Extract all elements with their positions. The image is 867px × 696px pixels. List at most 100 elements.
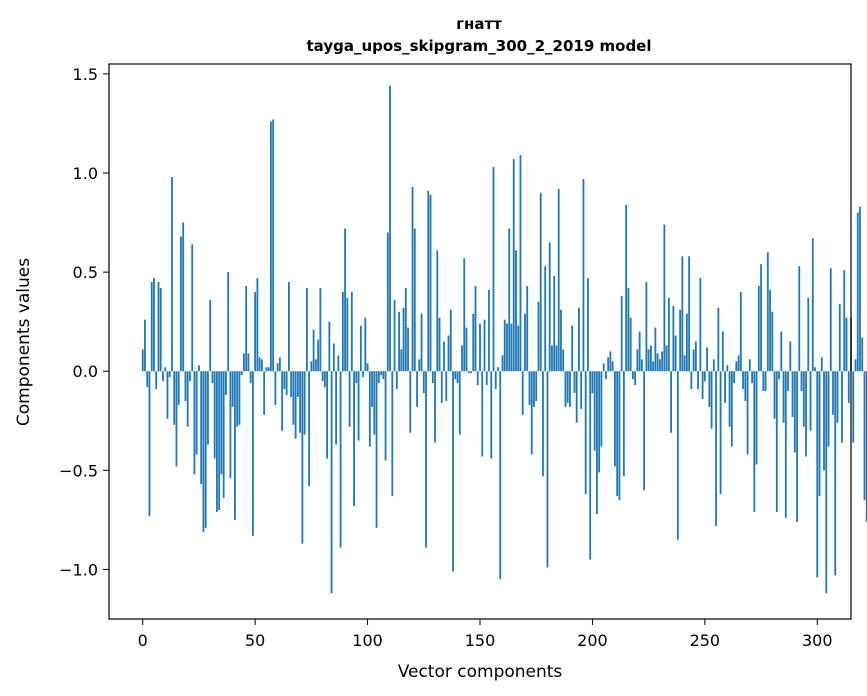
bar-113 <box>395 371 398 390</box>
bar-28 <box>204 371 207 528</box>
bar-212 <box>618 371 621 501</box>
y-tick-label-1: −0.5 <box>59 461 98 480</box>
bar-213 <box>620 295 623 372</box>
bar-304 <box>825 371 828 594</box>
bar-192 <box>573 371 576 394</box>
bar-199 <box>589 371 592 560</box>
bar-143 <box>463 258 466 372</box>
bar-206 <box>605 371 607 380</box>
bar-86 <box>335 371 337 445</box>
bar-70 <box>299 371 302 433</box>
bar-312 <box>843 270 846 372</box>
bar-36 <box>222 371 225 499</box>
bar-10 <box>164 367 167 372</box>
bar-110 <box>389 85 391 372</box>
bar-269 <box>746 371 749 455</box>
bar-84 <box>330 371 333 594</box>
bar-260 <box>726 365 729 372</box>
bar-118 <box>407 327 409 372</box>
bar-139 <box>454 371 457 380</box>
ticks-group: 0 50 100 150 200 250 300 −1.0 −0.5 0.0 0.5 1.0 1.5 <box>59 65 832 650</box>
bar-313 <box>845 317 848 372</box>
bar-203 <box>598 371 601 473</box>
bar-245 <box>692 349 695 372</box>
x-tick-label-2: 100 <box>352 631 383 650</box>
bar-201 <box>593 371 596 451</box>
bar-320 <box>861 337 864 372</box>
bar-121 <box>413 228 416 372</box>
bar-233 <box>665 345 668 372</box>
bar-61 <box>278 357 281 372</box>
bar-322 <box>865 371 867 522</box>
bar-18 <box>182 222 185 372</box>
bar-20 <box>186 371 189 427</box>
bar-45 <box>243 353 245 372</box>
bar-146 <box>470 371 472 374</box>
bar-176 <box>537 301 540 372</box>
y-axis-label: Components values <box>14 258 34 426</box>
bar-243 <box>688 256 691 372</box>
bar-65 <box>287 282 290 372</box>
bar-40 <box>231 371 234 407</box>
bar-239 <box>679 309 682 372</box>
bar-27 <box>202 371 205 532</box>
bar-94 <box>353 371 355 507</box>
bar-43 <box>238 371 241 425</box>
bar-224 <box>645 282 648 372</box>
bar-263 <box>733 371 735 384</box>
bar-4 <box>150 282 153 372</box>
bar-78 <box>317 339 320 372</box>
y-tick-label-0: −1.0 <box>59 560 98 579</box>
bar-272 <box>753 371 756 512</box>
bar-287 <box>787 371 789 392</box>
bar-141 <box>458 371 461 435</box>
bar-119 <box>409 371 412 433</box>
bar-161 <box>503 319 506 372</box>
bar-66 <box>290 371 293 397</box>
bar-95 <box>355 371 358 384</box>
bar-262 <box>730 371 733 447</box>
bar-289 <box>791 371 794 417</box>
bar-295 <box>805 371 807 457</box>
bar-285 <box>782 371 785 423</box>
bar-215 <box>625 204 628 372</box>
x-tick-label-6: 300 <box>802 631 833 650</box>
bar-50 <box>254 291 257 372</box>
bar-125 <box>422 371 425 394</box>
bar-211 <box>616 371 619 497</box>
bar-303 <box>823 371 825 471</box>
bar-268 <box>744 371 747 401</box>
bar-311 <box>841 371 843 443</box>
bar-9 <box>162 371 164 382</box>
bar-277 <box>764 371 767 392</box>
bar-162 <box>506 323 508 372</box>
bar-185 <box>557 188 560 372</box>
bar-138 <box>452 371 454 572</box>
bar-238 <box>676 371 679 540</box>
bar-37 <box>225 371 227 396</box>
bar-76 <box>312 329 315 372</box>
bar-6 <box>155 371 158 390</box>
bar-59 <box>274 371 277 405</box>
bar-240 <box>681 256 684 372</box>
bar-123 <box>418 359 421 372</box>
bar-178 <box>542 371 544 477</box>
bar-2 <box>146 371 149 388</box>
bar-109 <box>386 232 389 372</box>
bar-302 <box>820 357 823 372</box>
bar-92 <box>348 371 351 427</box>
bar-219 <box>634 371 637 386</box>
bar-105 <box>377 371 380 384</box>
bar-54 <box>263 371 266 415</box>
bar-126 <box>425 371 427 548</box>
bar-284 <box>780 331 783 372</box>
bar-79 <box>319 287 322 372</box>
bar-19 <box>184 371 187 401</box>
bar-140 <box>456 371 459 384</box>
bar-222 <box>640 359 643 372</box>
bar-168 <box>519 155 522 372</box>
bar-93 <box>350 291 353 372</box>
bar-244 <box>690 371 693 390</box>
bar-153 <box>485 371 488 386</box>
